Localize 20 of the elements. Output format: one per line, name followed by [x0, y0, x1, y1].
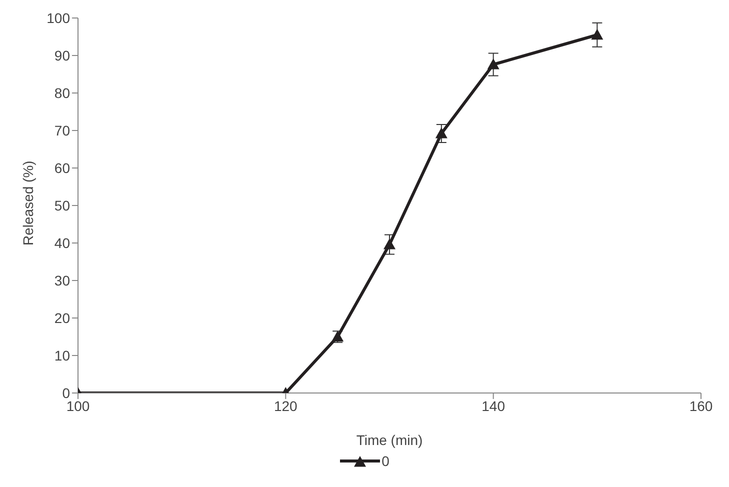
y-axis-title: Released (%)	[20, 160, 36, 246]
point	[487, 58, 500, 70]
x-tick-label: 160	[689, 398, 713, 414]
y-tick-label: 100	[46, 10, 70, 26]
point	[435, 128, 448, 138]
y-tick-label: 30	[54, 272, 70, 288]
point	[591, 28, 604, 40]
y-tick-label: 70	[54, 122, 70, 138]
y-tick-label: 80	[54, 84, 70, 101]
y-tick-label: 40	[54, 234, 70, 251]
point	[384, 238, 396, 250]
x-tick-label: 140	[482, 398, 506, 414]
y-tick-label: 90	[54, 47, 70, 64]
x-axis-title: Time (min)	[356, 432, 423, 448]
x-tick-label: 120	[274, 398, 298, 414]
y-tick-label: 50	[54, 197, 70, 214]
y-tick-label: 10	[54, 347, 70, 364]
legend-label: 0	[380, 453, 390, 469]
y-tick-label: 20	[54, 310, 70, 326]
y-tick-label: 60	[54, 160, 70, 176]
